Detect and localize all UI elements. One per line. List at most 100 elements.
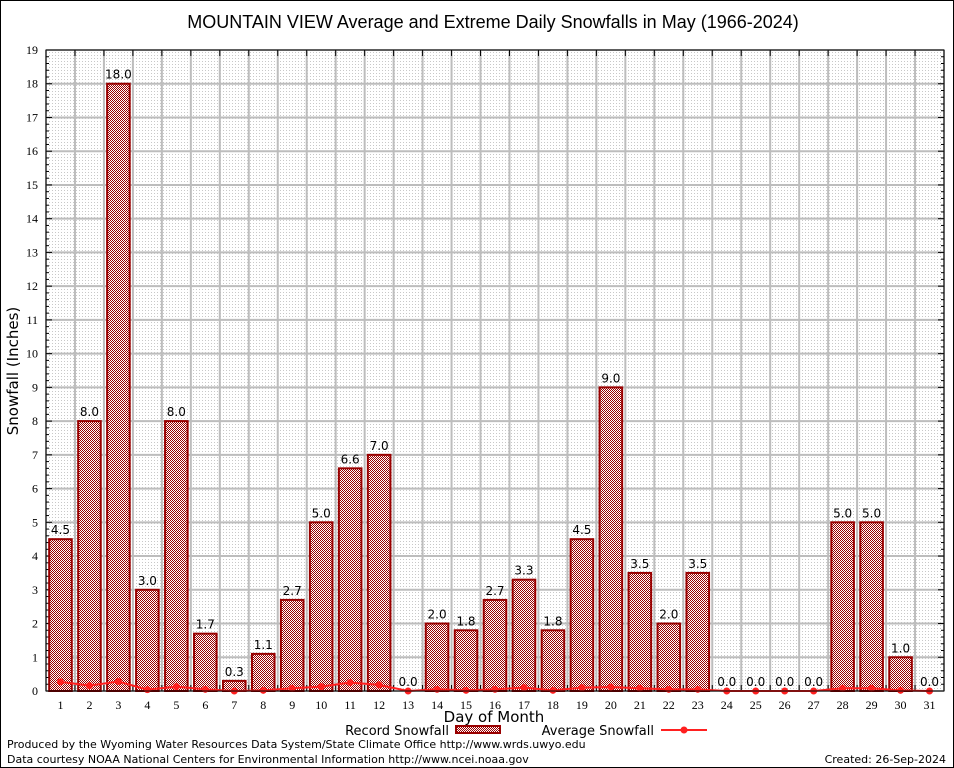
bar-record-day-1: [48, 538, 73, 692]
bar-record-day-18: [540, 629, 566, 692]
point-average-day-12: [375, 681, 383, 689]
bar-record-day-22: [656, 622, 682, 692]
y-tick-label-0: 0: [32, 684, 38, 698]
bar-record-day-6: [193, 632, 218, 692]
data-label-record-day-26: 0.0: [775, 675, 794, 689]
x-tick-label-24: 24: [721, 698, 733, 712]
point-average-day-1: [56, 678, 64, 686]
point-average-day-28: [839, 684, 847, 692]
x-tick-label-30: 30: [895, 698, 907, 712]
bar-record-day-10: [308, 521, 334, 692]
data-label-record-day-1: 4.5: [51, 523, 70, 537]
x-tick-label-4: 4: [144, 698, 150, 712]
data-label-record-day-29: 5.0: [862, 506, 881, 520]
x-tick-label-2: 2: [86, 698, 92, 712]
x-tick-label-23: 23: [692, 698, 704, 712]
data-label-record-day-18: 1.8: [543, 614, 562, 628]
y-tick-label-4: 4: [32, 549, 38, 563]
x-tick-label-21: 21: [634, 698, 646, 712]
bar-record-day-9: [279, 598, 305, 692]
data-label-record-day-7: 0.3: [225, 665, 244, 679]
bar-record-day-4: [135, 588, 160, 693]
point-average-day-4: [143, 686, 151, 694]
legend-swatch-record: [455, 725, 501, 734]
footer-data-source: Data courtesy NOAA National Centers for …: [7, 753, 529, 766]
bar-record-day-23: [685, 571, 711, 693]
y-tick-label-3: 3: [32, 583, 38, 597]
data-label-record-day-8: 1.1: [254, 638, 273, 652]
x-tick-label-14: 14: [431, 698, 443, 712]
bar-record-day-30: [888, 656, 913, 693]
x-tick-label-18: 18: [547, 698, 559, 712]
data-label-record-day-4: 3.0: [138, 574, 157, 588]
bar-record-day-16: [482, 598, 508, 692]
bar-record-day-3: [106, 82, 131, 693]
x-tick-label-9: 9: [289, 698, 295, 712]
x-tick-label-12: 12: [373, 698, 385, 712]
footer-created-date: Created: 26-Sep-2024: [825, 753, 946, 766]
plot-background: [46, 50, 944, 691]
data-label-record-day-25: 0.0: [746, 675, 765, 689]
x-axis-label: Day of Month: [444, 708, 545, 726]
x-tick-label-15: 15: [460, 698, 472, 712]
point-average-day-18: [549, 686, 557, 694]
data-label-record-day-3: 18.0: [105, 68, 132, 82]
y-tick-label-9: 9: [32, 380, 38, 394]
data-label-record-day-16: 2.7: [485, 584, 504, 598]
x-tick-label-26: 26: [779, 698, 791, 712]
x-tick-label-7: 7: [231, 698, 237, 712]
point-average-day-23: [694, 685, 702, 693]
bar-record-day-5: [164, 420, 189, 692]
y-tick-label-10: 10: [26, 347, 38, 361]
y-tick-label-16: 16: [26, 144, 38, 158]
data-label-record-day-20: 9.0: [601, 371, 620, 385]
x-tick-label-28: 28: [837, 698, 849, 712]
y-tick-label-18: 18: [26, 77, 38, 91]
data-label-record-day-23: 3.5: [688, 557, 707, 571]
plot-frame: [45, 49, 945, 692]
data-label-record-day-5: 8.0: [167, 405, 186, 419]
point-average-day-5: [172, 683, 180, 691]
bar-record-day-20: [598, 386, 624, 692]
data-label-record-day-27: 0.0: [804, 675, 823, 689]
bar-record-day-21: [627, 571, 653, 693]
x-tick-label-29: 29: [866, 698, 878, 712]
x-tick-label-1: 1: [57, 698, 63, 712]
point-average-day-10: [317, 683, 325, 691]
chart-title: MOUNTAIN VIEW Average and Extreme Daily …: [187, 12, 799, 32]
y-tick-label-11: 11: [26, 313, 38, 327]
bar-record-day-17: [511, 578, 537, 692]
y-tick-label-8: 8: [32, 414, 38, 428]
point-average-day-15: [462, 686, 470, 694]
y-tick-label-2: 2: [32, 617, 38, 631]
point-average-day-20: [607, 683, 615, 691]
data-label-record-day-30: 1.0: [891, 641, 910, 655]
bar-record-day-19: [569, 538, 595, 692]
data-label-record-day-9: 2.7: [283, 584, 302, 598]
data-label-record-day-11: 6.6: [341, 452, 360, 466]
x-tick-label-13: 13: [402, 698, 414, 712]
x-tick-label-5: 5: [173, 698, 179, 712]
bar-record-day-14: [424, 622, 450, 692]
x-tick-label-20: 20: [605, 698, 617, 712]
legend-label-record: Record Snowfall: [345, 724, 449, 739]
y-tick-label-15: 15: [26, 178, 38, 192]
legend-label-average: Average Snowfall: [542, 724, 654, 739]
bar-record-day-12: [366, 453, 392, 692]
x-tick-label-10: 10: [315, 698, 327, 712]
y-tick-label-13: 13: [26, 245, 38, 259]
y-tick-label-19: 19: [26, 43, 38, 57]
data-label-record-day-15: 1.8: [456, 614, 475, 628]
point-average-day-17: [520, 684, 528, 692]
legend-swatch-average-marker: [680, 726, 688, 734]
bar-record-day-8: [250, 652, 276, 692]
bar-record-day-11: [337, 467, 363, 693]
point-average-day-19: [578, 684, 586, 692]
x-tick-label-11: 11: [344, 698, 356, 712]
data-label-record-day-31: 0.0: [920, 675, 939, 689]
bar-record-day-15: [453, 629, 479, 692]
footer-producer: Produced by the Wyoming Water Resources …: [7, 738, 586, 751]
point-average-day-3: [114, 678, 122, 686]
